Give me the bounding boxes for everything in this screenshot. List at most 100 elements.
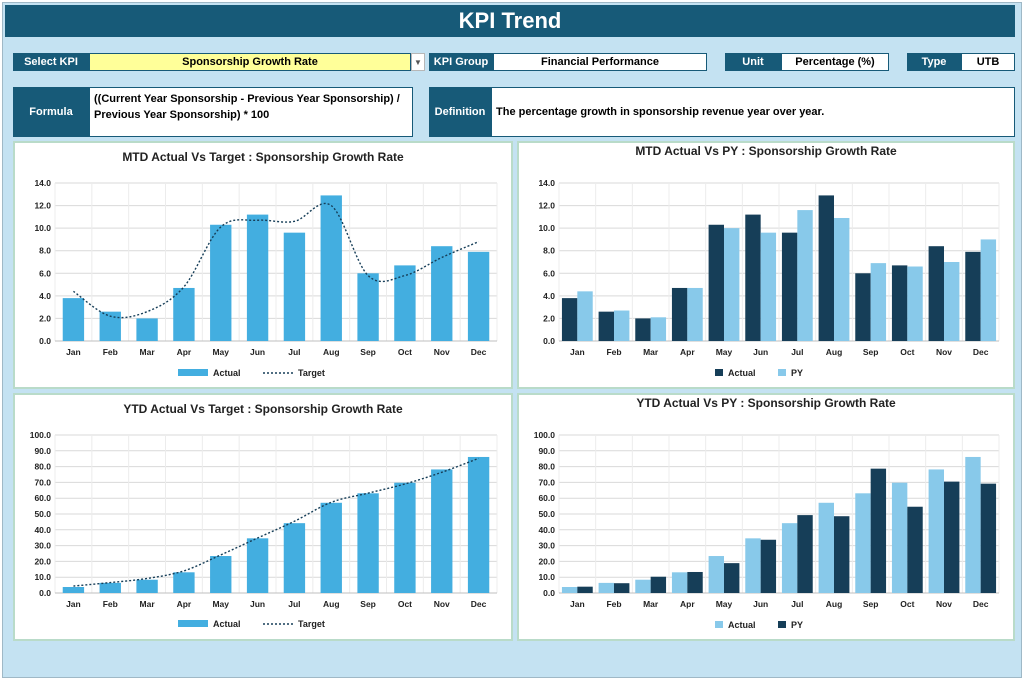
bar-actual [246, 538, 269, 593]
page-title: KPI Trend [5, 5, 1015, 37]
bar-actual [283, 523, 306, 593]
y-tick-label: 14.0 [538, 178, 555, 188]
bar-actual [394, 265, 416, 341]
bar-py [760, 539, 777, 593]
y-tick-label: 80.0 [34, 462, 51, 472]
bar-actual [928, 246, 944, 341]
x-tick-label: Feb [606, 347, 621, 357]
bar-py [687, 571, 703, 593]
bar-actual [394, 482, 416, 593]
legend-label: Actual [728, 620, 756, 630]
bar-actual [745, 214, 761, 341]
y-tick-label: 60.0 [34, 493, 51, 503]
x-tick-label: Oct [398, 599, 412, 609]
unit-value: Percentage (%) [781, 53, 889, 71]
y-tick-label: 100.0 [30, 430, 52, 440]
bar-actual [357, 273, 379, 341]
x-tick-label: May [716, 347, 733, 357]
bar-actual [818, 502, 834, 593]
y-tick-label: 90.0 [34, 446, 51, 456]
y-tick-label: 30.0 [34, 541, 51, 551]
line-target [73, 457, 479, 587]
bar-actual [99, 311, 121, 341]
x-tick-label: Mar [140, 347, 156, 357]
x-tick-label: Oct [398, 347, 412, 357]
y-tick-label: 20.0 [538, 556, 555, 566]
x-tick-label: Jun [753, 599, 768, 609]
bar-actual [320, 502, 342, 593]
y-tick-label: 50.0 [538, 509, 555, 519]
formula-text: ((Current Year Sponsorship - Previous Ye… [89, 87, 413, 137]
bar-actual [62, 586, 85, 593]
bar-actual [136, 579, 158, 593]
x-tick-label: May [716, 599, 733, 609]
x-tick-label: Mar [140, 599, 156, 609]
formula-label: Formula [13, 87, 89, 137]
bar-actual [671, 572, 688, 593]
chart-svg: YTD Actual Vs PY : Sponsorship Growth Ra… [534, 396, 1000, 630]
bar-actual [467, 251, 490, 341]
y-tick-label: 2.0 [543, 313, 555, 323]
bar-actual [62, 298, 85, 341]
legend-swatch-actual [715, 369, 723, 376]
chart-svg: YTD Actual Vs Target : Sponsorship Growt… [30, 402, 498, 629]
legend-swatch-actual [178, 620, 208, 627]
y-tick-label: 80.0 [538, 462, 555, 472]
select-kpi-label: Select KPI [13, 53, 89, 71]
bar-actual [708, 224, 724, 341]
bar-py [797, 515, 813, 593]
bar-py [614, 583, 630, 593]
bar-py [760, 232, 777, 341]
bar-actual [598, 582, 614, 593]
bar-py [614, 310, 630, 341]
chevron-down-icon[interactable]: ▼ [411, 53, 425, 71]
line-target [73, 202, 479, 319]
bar-actual [357, 493, 379, 593]
y-tick-label: 4.0 [543, 291, 555, 301]
x-tick-label: Nov [936, 347, 952, 357]
type-value: UTB [961, 53, 1015, 71]
bar-py [980, 483, 997, 593]
bar-py [980, 239, 997, 341]
bar-actual [320, 195, 342, 341]
bar-actual [965, 251, 981, 341]
x-tick-label: May [212, 347, 229, 357]
definition-label: Definition [429, 87, 491, 137]
bar-actual [431, 246, 453, 341]
x-tick-label: Jan [66, 347, 81, 357]
y-tick-label: 0.0 [543, 588, 555, 598]
type-label: Type [907, 53, 961, 71]
x-tick-label: Jan [570, 347, 585, 357]
y-tick-label: 70.0 [538, 477, 555, 487]
x-tick-label: Jun [753, 347, 768, 357]
definition-text: The percentage growth in sponsorship rev… [491, 87, 1015, 137]
x-tick-label: Jan [570, 599, 585, 609]
x-tick-label: Apr [177, 599, 192, 609]
x-tick-label: Dec [471, 347, 487, 357]
y-tick-label: 12.0 [34, 201, 51, 211]
x-tick-label: Nov [434, 347, 450, 357]
bar-py [870, 468, 887, 593]
bar-actual [818, 195, 834, 341]
legend-label: Actual [213, 619, 241, 629]
y-tick-label: 40.0 [34, 525, 51, 535]
x-tick-label: Feb [606, 599, 621, 609]
x-tick-label: Jan [66, 599, 81, 609]
x-tick-label: Aug [826, 347, 843, 357]
x-tick-label: Oct [900, 599, 914, 609]
bar-py [724, 228, 740, 341]
chart-ytd-actual-vs-py: YTD Actual Vs PY : Sponsorship Growth Ra… [517, 393, 1015, 641]
chart-title: MTD Actual Vs PY : Sponsorship Growth Ra… [635, 144, 897, 158]
y-tick-label: 14.0 [34, 178, 51, 188]
bar-actual [928, 469, 944, 593]
x-tick-label: Mar [643, 347, 659, 357]
bar-actual [99, 582, 121, 593]
chart-svg: MTD Actual Vs Target : Sponsorship Growt… [34, 150, 498, 378]
bar-py [834, 516, 850, 593]
select-kpi-value[interactable]: Sponsorship Growth Rate [89, 53, 411, 71]
legend-swatch-actual [178, 369, 208, 376]
chart-svg: MTD Actual Vs PY : Sponsorship Growth Ra… [538, 144, 1000, 378]
bar-py [577, 586, 593, 593]
x-tick-label: May [212, 599, 229, 609]
y-tick-label: 6.0 [543, 268, 555, 278]
